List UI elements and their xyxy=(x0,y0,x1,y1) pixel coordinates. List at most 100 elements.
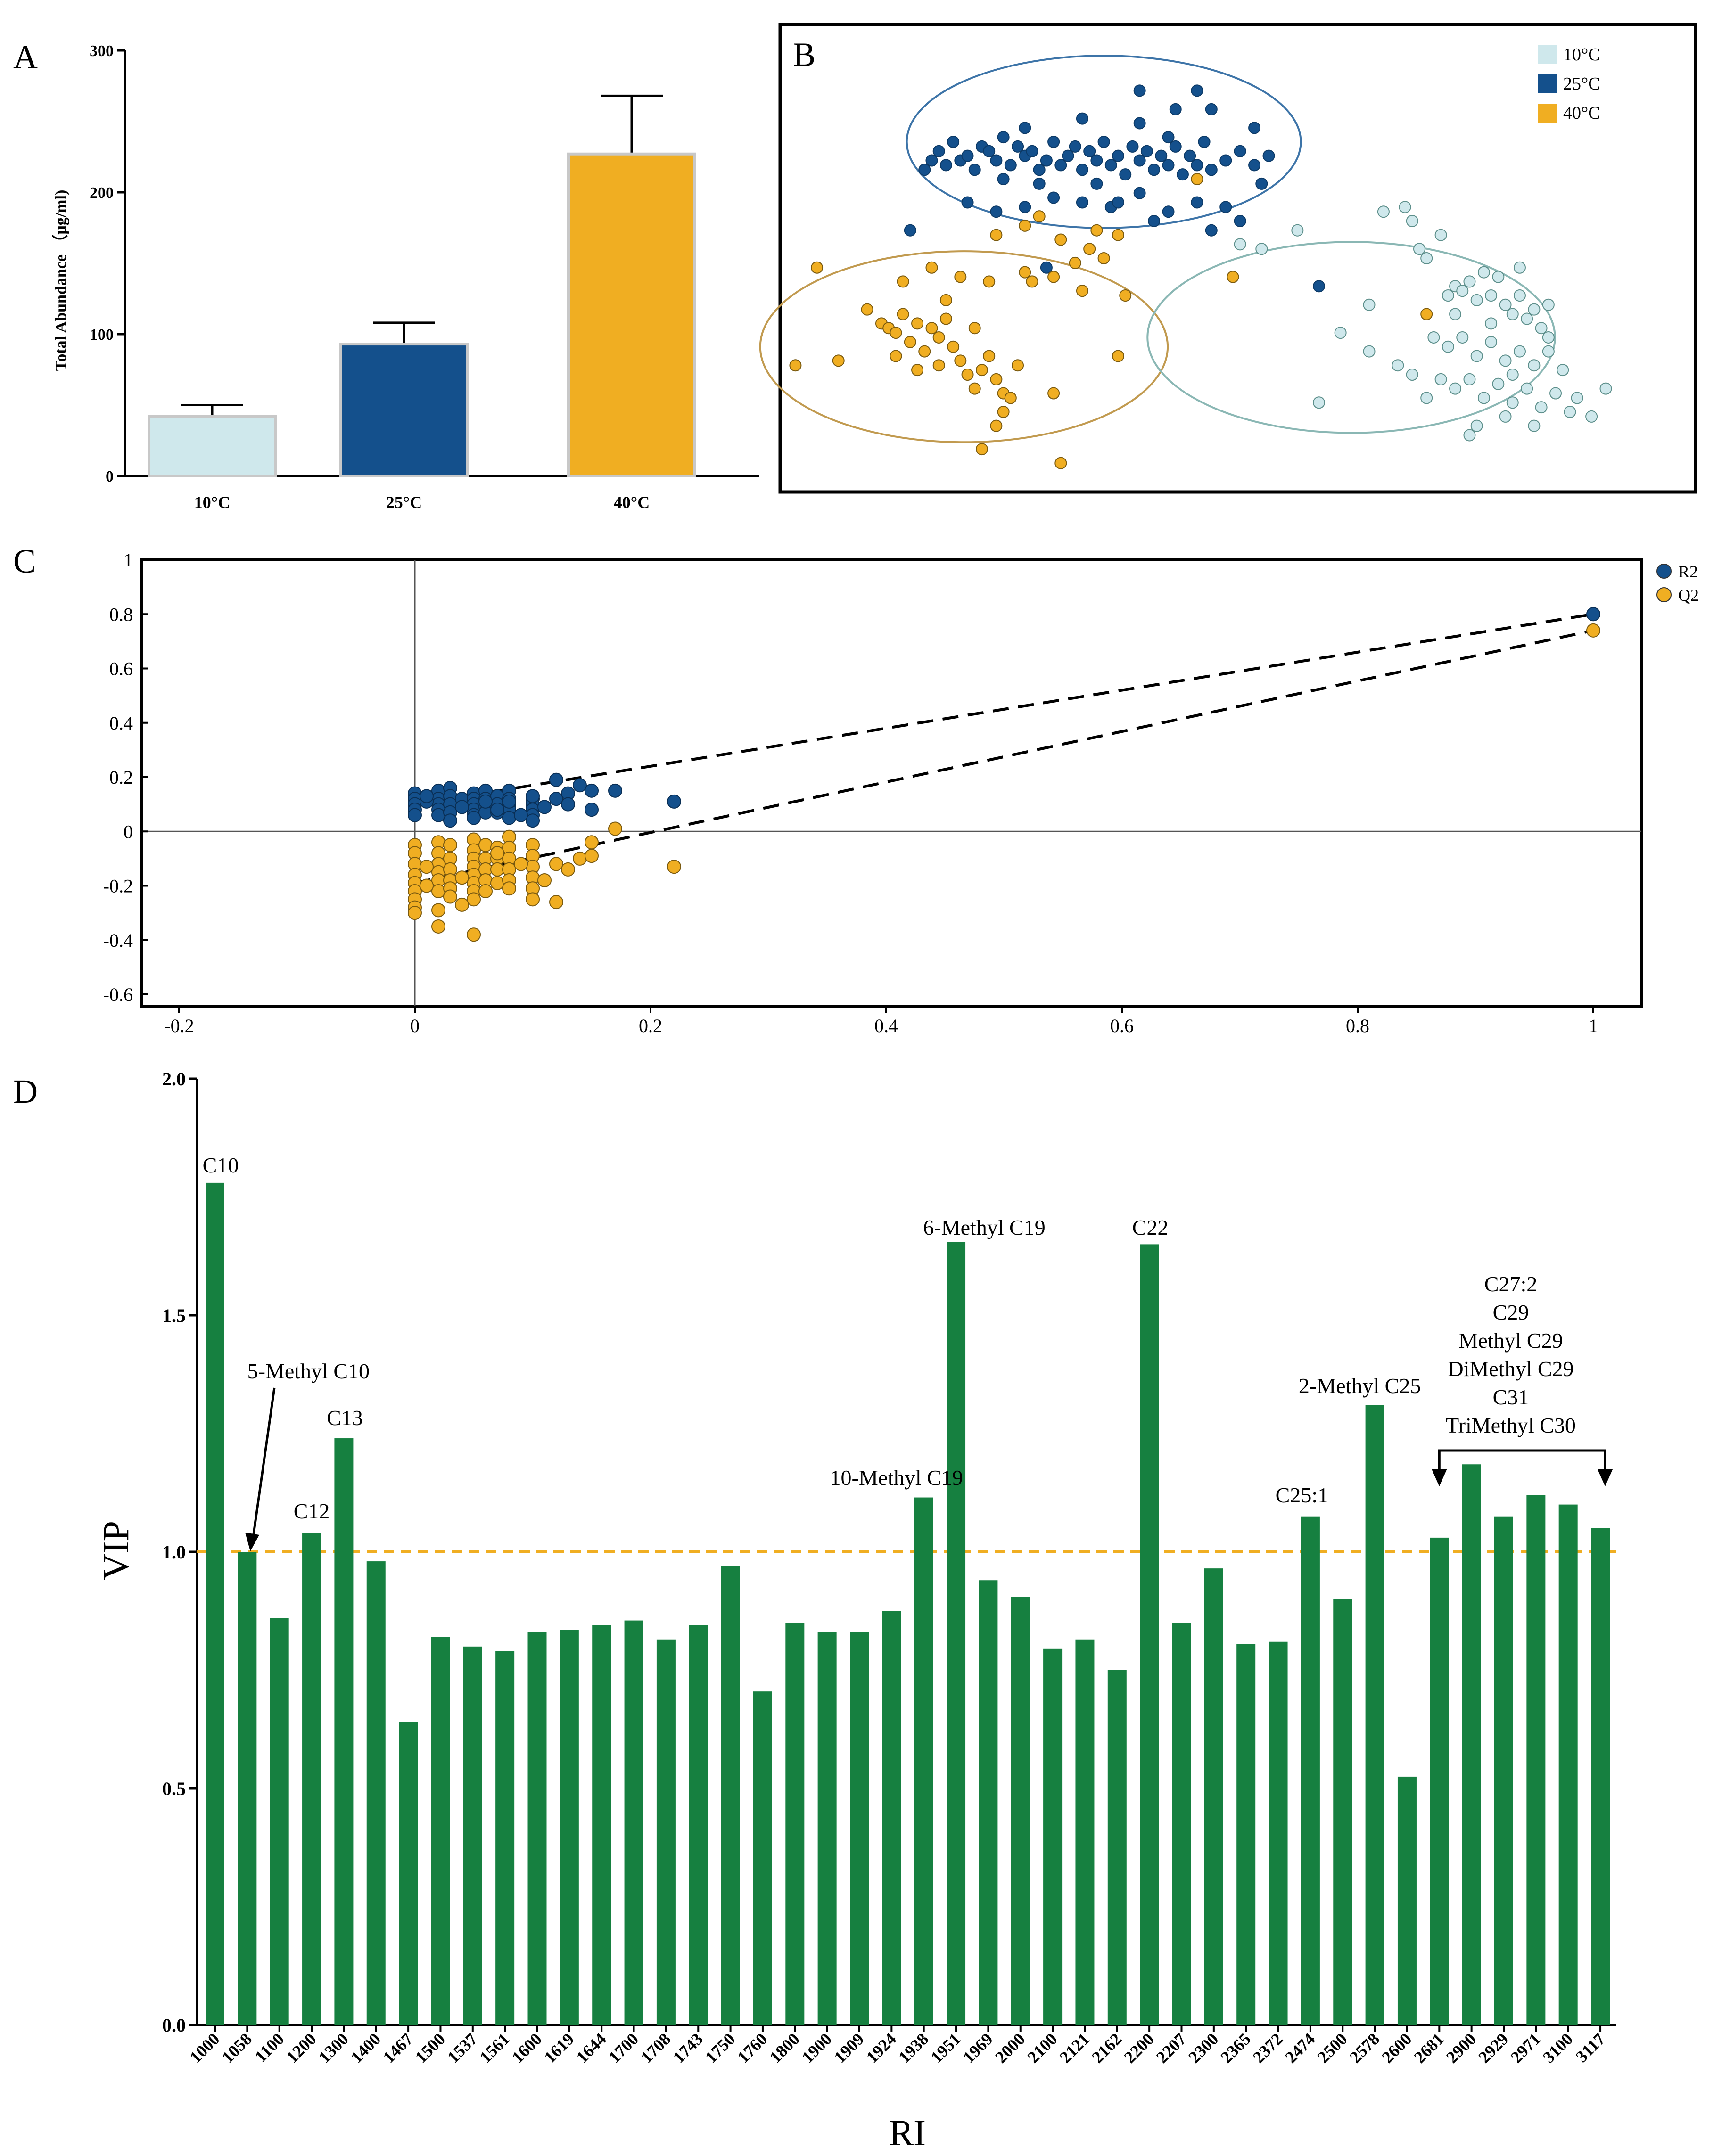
bar-1969 xyxy=(979,1580,998,2025)
legend-marker xyxy=(1656,587,1672,602)
x-tick-label: 2500 xyxy=(1314,2029,1351,2066)
point-25°C xyxy=(990,205,1003,218)
y-tick-label: 0.5 xyxy=(162,1778,186,1799)
point-25°C xyxy=(1054,159,1067,172)
point-10°C xyxy=(1571,392,1583,404)
panel-c-regression-lines xyxy=(414,613,1594,885)
point-25°C xyxy=(1069,140,1081,153)
bar-1909 xyxy=(850,1632,869,2025)
point-10°C xyxy=(1513,261,1526,274)
x-tick-label: 2365 xyxy=(1217,2029,1254,2066)
bar-2681 xyxy=(1430,1537,1449,2025)
point-10°C xyxy=(1434,373,1447,385)
point-R2 xyxy=(561,797,575,812)
point-25°C xyxy=(1234,145,1246,157)
x-tick-label: 2200 xyxy=(1120,2029,1158,2066)
panel-d: D 0.00.51.01.52.0 1000105811001200130014… xyxy=(13,1068,1616,2153)
bar-annotation: C22 xyxy=(1132,1215,1169,1239)
point-40°C xyxy=(932,331,945,344)
point-R2 xyxy=(514,808,528,822)
point-40°C xyxy=(1420,308,1433,320)
point-25°C xyxy=(1062,149,1074,162)
point-10°C xyxy=(1513,345,1526,358)
point-10°C xyxy=(1521,312,1533,325)
legend-label: R2 xyxy=(1678,562,1698,581)
point-25°C xyxy=(1191,196,1203,209)
x-tick-label: 1743 xyxy=(669,2029,707,2066)
x-tick-label: 2929 xyxy=(1475,2029,1512,2066)
point-40°C xyxy=(1076,285,1088,297)
panel-b-points xyxy=(789,84,1612,469)
point-10°C xyxy=(1234,238,1246,251)
group-annotation-line: DiMethyl C29 xyxy=(1448,1357,1573,1381)
point-40°C xyxy=(1054,233,1067,246)
point-Q2 xyxy=(490,846,504,861)
point-Q2 xyxy=(455,870,469,885)
point-10°C xyxy=(1470,294,1483,306)
point-25°C xyxy=(1176,168,1189,181)
point-25°C xyxy=(1262,149,1275,162)
point-25°C xyxy=(1205,164,1218,176)
point-25°C xyxy=(904,224,916,237)
point-R2 xyxy=(478,794,493,809)
bar-1100 xyxy=(270,1618,289,2025)
panel-b: B 10°C 25°C 40°C xyxy=(759,23,1697,494)
point-40°C xyxy=(1069,256,1081,269)
panel-b-legend: 10°C 25°C 40°C xyxy=(1538,45,1600,123)
point-Q2 xyxy=(1586,623,1600,638)
point-25°C xyxy=(1133,154,1146,167)
point-40°C xyxy=(890,327,902,339)
point-25°C xyxy=(1155,149,1168,162)
point-25°C xyxy=(1312,280,1325,293)
x-tick-label: 2578 xyxy=(1346,2029,1383,2066)
y-tick-label: 1 xyxy=(124,549,133,571)
point-Q2 xyxy=(431,903,445,918)
y-tick-label: 0 xyxy=(124,821,133,842)
x-tick-label: 2600 xyxy=(1378,2029,1415,2066)
point-25°C xyxy=(1033,177,1046,190)
point-25°C xyxy=(1047,191,1060,204)
legend-label: 10°C xyxy=(1563,45,1600,65)
point-40°C xyxy=(983,275,996,288)
point-10°C xyxy=(1535,322,1548,335)
point-Q2 xyxy=(420,860,434,874)
point-40°C xyxy=(811,261,824,274)
point-R2 xyxy=(667,794,681,809)
point-40°C xyxy=(1097,252,1110,264)
panel-b-frame xyxy=(778,23,1697,494)
point-40°C xyxy=(947,340,960,353)
point-25°C xyxy=(1191,84,1203,97)
point-25°C xyxy=(968,164,981,176)
point-Q2 xyxy=(455,897,469,912)
x-tick-label: 1000 xyxy=(186,2029,223,2066)
panel-b-label: B xyxy=(793,36,816,74)
point-R2 xyxy=(526,789,540,803)
bar-1938 xyxy=(914,1497,933,2025)
bar-2100 xyxy=(1043,1648,1063,2025)
point-10°C xyxy=(1492,377,1505,390)
point-40°C xyxy=(861,303,873,316)
bar-1951 xyxy=(947,1242,966,2025)
group-annotation-line: TriMethyl C30 xyxy=(1446,1413,1576,1437)
point-40°C xyxy=(961,369,974,381)
point-25°C xyxy=(961,196,974,209)
point-R2 xyxy=(537,800,552,814)
bar-1000 xyxy=(206,1182,224,2025)
point-10°C xyxy=(1535,401,1548,414)
point-40°C xyxy=(911,317,924,330)
point-10°C xyxy=(1485,317,1498,330)
point-Q2 xyxy=(431,884,445,899)
y-tick-label: 0.6 xyxy=(109,658,133,680)
bar-annotation: 6-Methyl C19 xyxy=(923,1215,1045,1239)
group-annotation-line: C31 xyxy=(1493,1385,1529,1409)
point-25°C xyxy=(925,154,938,167)
point-25°C xyxy=(1133,84,1146,97)
point-10°C xyxy=(1456,285,1469,297)
x-tick-label: 1909 xyxy=(830,2029,867,2066)
point-10°C xyxy=(1499,354,1512,367)
point-25°C xyxy=(997,131,1010,144)
bar-3117 xyxy=(1591,1528,1610,2025)
x-tick-label: 2971 xyxy=(1507,2029,1544,2066)
point-40°C xyxy=(990,229,1003,241)
